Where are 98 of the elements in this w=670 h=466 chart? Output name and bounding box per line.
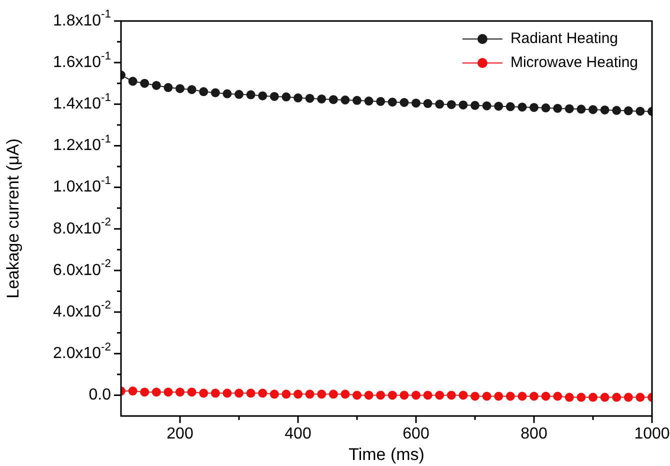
point (340, 96, 350, 104)
point (317, 390, 326, 399)
point (412, 390, 420, 400)
point (210, 88, 220, 98)
point (364, 390, 374, 400)
point (541, 392, 550, 401)
point (423, 99, 432, 108)
point (588, 105, 598, 114)
point (470, 392, 480, 401)
x-tick-label: 800 (520, 425, 548, 442)
point (199, 87, 208, 96)
point (388, 98, 397, 107)
point (152, 388, 161, 397)
point (600, 392, 610, 402)
point (600, 105, 610, 114)
point (140, 388, 150, 397)
point (400, 390, 409, 400)
point (258, 388, 268, 398)
point (258, 91, 268, 100)
x-tick-label: 600 (402, 425, 430, 442)
point (294, 390, 302, 399)
point (305, 94, 314, 103)
point (128, 76, 138, 86)
x-axis-title: Time (ms) (348, 445, 424, 464)
point (376, 96, 386, 106)
point (352, 390, 362, 400)
point (317, 94, 326, 104)
point (553, 104, 562, 113)
point (470, 100, 480, 110)
point (282, 390, 291, 399)
point (564, 104, 574, 114)
point (187, 388, 196, 397)
point (128, 386, 138, 396)
point (187, 85, 196, 94)
point (364, 96, 374, 106)
point (518, 392, 527, 401)
x-tick-label: 1000 (634, 425, 670, 442)
point (612, 392, 622, 402)
point (458, 390, 468, 400)
y-axis-title: Leakage current (μA) (4, 138, 23, 299)
point (352, 96, 362, 105)
point (388, 390, 397, 400)
point (612, 106, 622, 115)
point (435, 100, 444, 109)
point (636, 392, 645, 402)
point (176, 388, 184, 397)
point (412, 98, 420, 108)
x-tick-label: 400 (284, 425, 312, 442)
point (530, 392, 538, 401)
point (164, 83, 173, 92)
point (506, 392, 515, 401)
point (152, 80, 161, 90)
point (624, 106, 633, 116)
point (328, 390, 338, 399)
point (176, 84, 184, 94)
point (576, 104, 586, 114)
legend-label: Microwave Heating (510, 54, 638, 72)
x-tick-label: 200 (166, 425, 194, 442)
point (328, 95, 338, 104)
point (423, 390, 432, 400)
point (506, 102, 515, 112)
point (234, 388, 244, 398)
point (140, 78, 150, 88)
point (494, 392, 504, 401)
point (376, 390, 386, 400)
point (164, 388, 173, 397)
point (199, 388, 208, 398)
point (305, 390, 314, 399)
point (234, 90, 244, 99)
point (541, 103, 550, 112)
point (553, 392, 562, 401)
point (636, 106, 645, 116)
point (435, 390, 444, 400)
point (210, 388, 220, 398)
point (446, 390, 456, 400)
point (576, 392, 586, 402)
point (588, 392, 598, 402)
point (270, 92, 279, 101)
point (222, 89, 232, 98)
point (400, 98, 409, 107)
point (518, 102, 527, 112)
point (294, 93, 302, 102)
y-tick-label: 0.0 (88, 386, 112, 404)
point (564, 392, 574, 402)
point (482, 392, 492, 401)
point (340, 390, 350, 399)
point (530, 102, 538, 112)
point (446, 100, 456, 110)
point (494, 102, 504, 111)
point (482, 101, 492, 110)
point (458, 100, 468, 110)
point (246, 388, 256, 398)
point (222, 388, 232, 398)
point (270, 390, 279, 399)
point (282, 92, 291, 102)
point (624, 392, 633, 402)
legend-label: Radiant Heating (510, 30, 618, 48)
point (246, 90, 256, 100)
